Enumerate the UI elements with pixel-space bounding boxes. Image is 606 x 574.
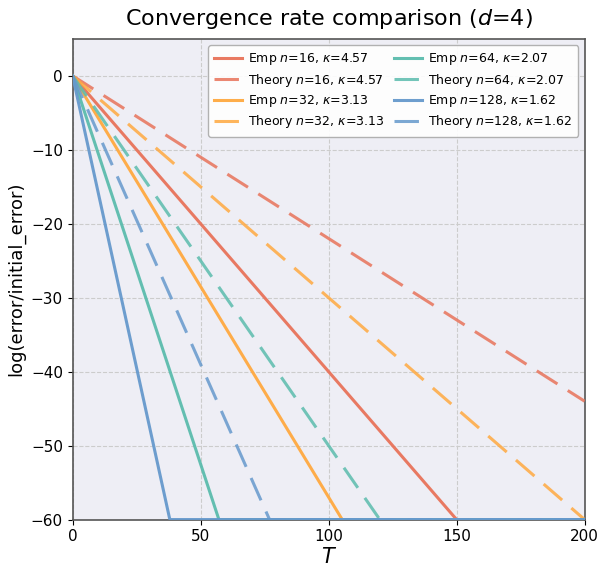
Title: Convergence rate comparison ($d$=4): Convergence rate comparison ($d$=4) (125, 7, 533, 31)
X-axis label: $T$: $T$ (321, 547, 337, 567)
Y-axis label: log(error/initial_error): log(error/initial_error) (7, 182, 25, 377)
Legend: Emp $n$=16, $\kappa$=4.57, Theory $n$=16, $\kappa$=4.57, Emp $n$=32, $\kappa$=3.: Emp $n$=16, $\kappa$=4.57, Theory $n$=16… (208, 45, 578, 137)
